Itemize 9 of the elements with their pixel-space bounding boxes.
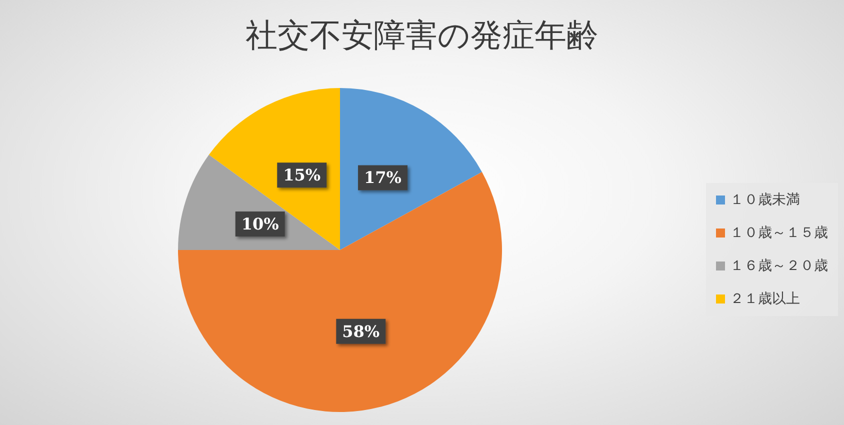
legend-label: １０歳～１５歳 xyxy=(730,225,828,241)
chart-title: 社交不安障害の発症年齢 xyxy=(246,16,598,54)
legend-label: １０歳未満 xyxy=(730,192,800,208)
data-label: 17% xyxy=(364,168,402,188)
legend-label: １６歳～２０歳 xyxy=(730,258,828,274)
data-label: 58% xyxy=(342,322,380,341)
data-label: 10% xyxy=(241,214,279,234)
data-label: 15% xyxy=(283,166,321,185)
legend-label: ２１歳以上 xyxy=(730,291,800,307)
